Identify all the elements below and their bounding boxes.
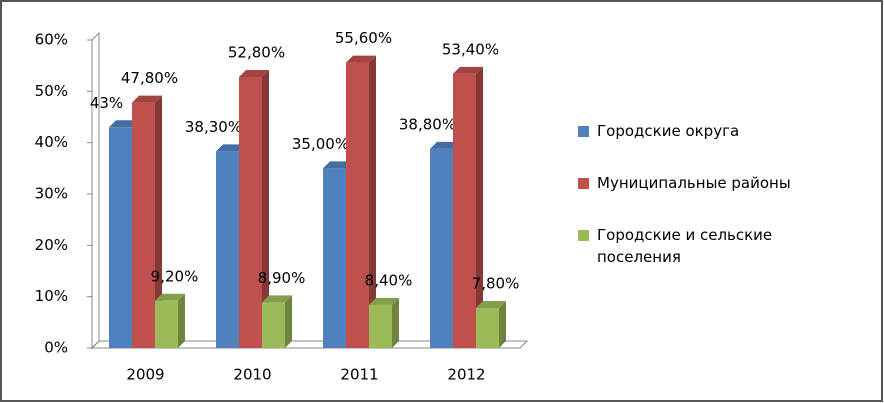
bar-side [369, 55, 376, 348]
data-label: 38,80% [399, 115, 456, 133]
legend-label: Городские и сельские поселения [597, 226, 773, 266]
data-label: 38,30% [185, 118, 242, 136]
data-label: 43% [90, 94, 123, 112]
legend-label: Городские округа [597, 122, 740, 140]
bar-side [285, 295, 292, 348]
bar-top [476, 300, 506, 308]
bar [369, 304, 392, 348]
bar-side [178, 293, 185, 348]
data-label: 55,60% [335, 29, 392, 47]
data-label: 8,40% [365, 271, 413, 289]
bar-top [369, 297, 399, 305]
data-label: 47,80% [121, 69, 178, 87]
legend: Городские округа Муниципальные районы Горо… [578, 120, 868, 298]
data-label: 53,40% [442, 40, 499, 58]
data-label: 52,80% [228, 43, 285, 61]
bar [239, 76, 262, 349]
bar [476, 307, 499, 348]
x-tick-label: 2010 [233, 366, 271, 384]
bar-top [430, 141, 460, 149]
bar [132, 102, 155, 348]
bar-top [346, 55, 376, 63]
legend-swatch [578, 178, 589, 189]
bar [109, 127, 132, 349]
x-tick-label: 2012 [447, 366, 485, 384]
bar-top [323, 161, 353, 169]
y-tick-label: 10% [35, 287, 68, 305]
legend-swatch [578, 230, 589, 241]
bar-top [109, 120, 139, 128]
bar [453, 73, 476, 348]
data-label: 8,90% [258, 269, 306, 287]
x-tick-label: 2011 [340, 366, 378, 384]
legend-item: Городские и сельские поселения [578, 224, 868, 268]
data-label: 7,80% [472, 274, 520, 292]
bar [346, 62, 369, 348]
legend-swatch [578, 126, 589, 137]
legend-label: Муниципальные районы [597, 174, 791, 192]
y-tick-label: 30% [35, 185, 68, 203]
bar [323, 168, 346, 348]
bar-side [392, 297, 399, 348]
bar-side [476, 66, 483, 348]
y-tick-label: 60% [35, 31, 68, 49]
bar-side [155, 95, 162, 348]
bar-side [499, 300, 506, 348]
bar-top [262, 295, 292, 303]
y-tick-label: 20% [35, 236, 68, 254]
bar [262, 302, 285, 348]
bar [430, 148, 453, 348]
y-tick-label: 40% [35, 133, 68, 151]
bar-top [239, 69, 269, 77]
bar-top [155, 293, 185, 301]
legend-item: Муниципальные районы [578, 172, 868, 194]
x-tick-label: 2009 [126, 366, 164, 384]
bar [216, 151, 239, 348]
bar-top [216, 144, 246, 152]
data-label: 35,00% [292, 135, 349, 153]
bar-top [132, 95, 162, 103]
bar-side [262, 69, 269, 349]
bar-top [453, 66, 483, 74]
bar [155, 300, 178, 348]
axis-wall [91, 31, 100, 350]
data-label: 9,20% [151, 267, 199, 285]
y-tick-label: 0% [44, 339, 68, 357]
y-tick-label: 50% [35, 82, 68, 100]
legend-item: Городские округа [578, 120, 868, 142]
